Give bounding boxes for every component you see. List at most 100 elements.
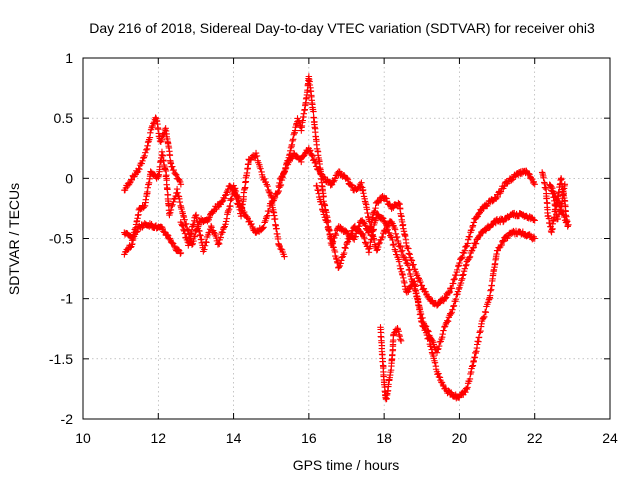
data-point: [164, 232, 172, 239]
data-point: [395, 199, 402, 207]
data-point: [328, 237, 336, 245]
data-point: [222, 218, 230, 225]
data-point: [413, 270, 420, 278]
data-point: [416, 311, 424, 318]
x-tick-label: 18: [376, 430, 392, 446]
data-point: [426, 335, 433, 343]
data-point: [477, 327, 484, 335]
data-point: [298, 158, 305, 166]
data-point: [263, 213, 270, 221]
data-point: [441, 295, 449, 302]
data-point: [376, 239, 383, 247]
y-tick-label: -0.5: [49, 231, 73, 247]
data-point: [451, 275, 458, 283]
data-point: [400, 253, 407, 260]
x-tick-label: 14: [226, 430, 242, 446]
data-point: [344, 176, 352, 183]
data-point: [162, 127, 170, 135]
data-point: [462, 388, 469, 396]
data-point: [373, 247, 380, 254]
data-point: [546, 220, 553, 227]
x-tick-label: 20: [452, 430, 468, 446]
data-point: [145, 179, 153, 187]
data-point: [470, 219, 478, 226]
data-point: [475, 334, 483, 341]
data-point: [441, 323, 448, 331]
data-point: [259, 225, 267, 232]
data-point: [466, 375, 474, 383]
data-point: [529, 175, 536, 183]
data-point: [252, 149, 260, 157]
data-point: [375, 240, 382, 247]
data-point: [181, 230, 189, 237]
data-point: [225, 205, 233, 213]
data-point: [140, 154, 148, 161]
data-point: [252, 153, 259, 160]
data-point: [435, 345, 442, 353]
y-axis-tick-labels: -2 -1.5 -1 -0.5 0 0.5 1: [49, 50, 73, 427]
data-point: [175, 192, 182, 200]
data-point: [400, 274, 407, 282]
data-point: [178, 205, 185, 213]
data-point: [435, 373, 443, 381]
data-point: [464, 236, 472, 243]
data-point: [494, 193, 501, 201]
data-point: [480, 314, 487, 322]
data-point: [458, 277, 465, 284]
data-point: [166, 209, 174, 216]
y-tick-label: 0: [65, 170, 73, 186]
data-point: [230, 182, 237, 189]
data-point: [396, 242, 404, 250]
series-satellite-track-3: [121, 220, 185, 257]
data-points: [121, 73, 572, 403]
data-point: [335, 263, 343, 271]
data-point: [466, 233, 473, 241]
data-point: [526, 171, 533, 178]
data-point: [215, 239, 222, 247]
data-point: [469, 362, 477, 369]
data-point: [237, 203, 245, 211]
data-point: [548, 187, 555, 194]
data-point: [332, 230, 339, 237]
y-tick-label: 1: [65, 50, 73, 66]
data-point: [133, 169, 141, 176]
data-point: [561, 181, 569, 188]
data-point: [248, 220, 255, 228]
data-point: [459, 272, 466, 279]
data-point: [365, 229, 372, 237]
data-point: [261, 175, 268, 183]
data-point: [392, 230, 399, 238]
data-point: [253, 152, 261, 160]
data-point: [180, 226, 187, 234]
data-point: [452, 271, 460, 279]
data-point: [222, 192, 229, 199]
x-tick-label: 24: [602, 430, 618, 446]
data-point: [357, 183, 365, 190]
data-point: [405, 250, 413, 257]
data-point: [306, 147, 313, 155]
data-point: [169, 201, 176, 208]
data-point: [455, 262, 462, 270]
data-point: [456, 259, 463, 267]
data-point: [481, 313, 488, 320]
data-point: [300, 110, 308, 117]
data-point: [135, 165, 142, 172]
data-point: [154, 125, 162, 133]
x-axis-tick-labels: 10 12 14 16 18 20 22 24: [75, 430, 618, 446]
x-tick-label: 16: [301, 430, 317, 446]
data-point: [307, 147, 314, 154]
data-point: [275, 241, 283, 249]
data-point: [364, 209, 371, 217]
data-point: [468, 227, 475, 234]
x-tick-label: 12: [150, 430, 166, 446]
y-tick-label: -1: [61, 291, 74, 307]
data-point: [168, 202, 175, 210]
data-point: [362, 222, 369, 229]
data-point: [531, 217, 538, 224]
data-point: [170, 166, 177, 174]
data-point: [265, 188, 273, 196]
y-tick-label: -1.5: [49, 351, 73, 367]
data-point: [283, 160, 291, 167]
data-point: [395, 258, 403, 265]
data-point: [472, 214, 480, 222]
